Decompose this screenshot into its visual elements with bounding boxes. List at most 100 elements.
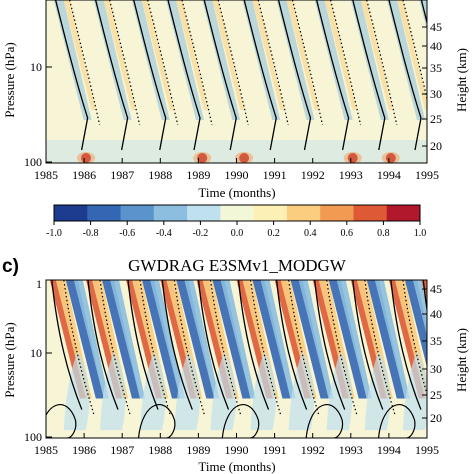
colorbar-swatch — [87, 205, 122, 221]
y-tick-label: 100 — [24, 155, 42, 169]
x-tick-label: 1985 — [34, 443, 58, 457]
y-axis-right-top: 20 25 30 35 40 45 — [422, 20, 442, 153]
y-tick-label-right: 35 — [430, 334, 442, 348]
contour-solid — [277, 0, 312, 151]
panel-c: c) GWDRAG E3SMv1_MODGW 1985 1986 1987 1988 1… — [2, 256, 469, 474]
contour-solid — [221, 404, 260, 438]
field-band — [324, 0, 357, 110]
y-tick-label: 100 — [24, 430, 42, 444]
field-band — [374, 280, 410, 399]
colorbar-tick-label: -0.8 — [83, 228, 99, 239]
contour-solid — [305, 404, 344, 438]
colorbar-swatch — [220, 205, 255, 221]
x-tick-label: 1992 — [301, 443, 325, 457]
x-tick-label: 1994 — [377, 443, 401, 457]
field-band — [142, 280, 181, 399]
y-axis-label-right: Height (km) — [454, 48, 469, 112]
y-axis-label-right: Height (km) — [454, 328, 469, 392]
contours-top — [54, 0, 427, 151]
y-tick-label: 10 — [30, 346, 42, 360]
field-band — [141, 0, 174, 110]
x-tick-label: 1988 — [148, 443, 172, 457]
contour-solid — [275, 280, 308, 410]
contour-solid — [127, 280, 159, 410]
x-tick-label: 1986 — [72, 443, 96, 457]
colorbar-swatch — [253, 205, 288, 221]
colorbar-swatch — [353, 205, 388, 221]
contour-solid — [377, 404, 416, 438]
field-band — [290, 280, 329, 399]
colorbar-tick-label: 0.8 — [377, 228, 390, 239]
x-axis-label: Time (months) — [198, 459, 275, 474]
colorbar: -1.0 -0.8 -0.6 -0.4 -0.2 0.0 0.2 0.4 0.6 0.8 1.0 — [46, 204, 426, 239]
colorbar-tick-label: 0.0 — [231, 228, 244, 239]
x-tick-label: 1988 — [148, 168, 172, 182]
y-tick-label-right: 20 — [430, 411, 442, 425]
field-band — [150, 280, 186, 399]
field-band — [73, 280, 109, 399]
colorbar-swatch — [286, 205, 321, 221]
field-band — [210, 351, 237, 431]
x-tick-label: 1991 — [263, 168, 287, 182]
y-tick-label: 1 — [36, 277, 42, 291]
x-tick-label: 1995 — [415, 168, 439, 182]
contour-solid — [203, 0, 237, 151]
y-axis-label: Pressure (hPa) — [2, 322, 17, 397]
contours-c — [46, 280, 427, 438]
field-spot — [235, 152, 254, 163]
contour-solid — [390, 280, 422, 410]
y-tick-label-right: 20 — [430, 139, 442, 153]
field-band — [140, 351, 166, 431]
contour-solid — [422, 280, 427, 314]
field-band — [184, 280, 220, 399]
x-tick-label: 1989 — [186, 443, 210, 457]
colorbar-ticks: -1.0 -0.8 -0.6 -0.4 -0.2 0.0 0.2 0.4 0.6 0.8 1.0 — [46, 221, 426, 239]
contour-solid — [197, 280, 230, 410]
y-tick-label-right: 45 — [430, 282, 442, 296]
field-spot — [193, 152, 212, 163]
field-band — [366, 280, 405, 399]
field-band — [364, 351, 391, 431]
contour-solid — [137, 404, 176, 438]
x-tick-label: 1987 — [110, 443, 134, 457]
colorbar-swatch — [187, 205, 221, 221]
y-tick-label-right: 40 — [430, 307, 442, 321]
field-band — [176, 280, 215, 399]
y-tick-label-right: 25 — [430, 112, 442, 126]
contour-solid — [87, 280, 119, 410]
x-tick-label: 1989 — [186, 168, 210, 182]
panel-label: c) — [2, 256, 19, 277]
field-band — [212, 280, 251, 399]
field-band — [176, 0, 209, 110]
contour-solid — [167, 0, 201, 151]
x-tick-label: 1992 — [301, 168, 325, 182]
x-tick-label: 1993 — [339, 443, 363, 457]
field-band — [102, 280, 141, 399]
field-band — [65, 280, 104, 399]
field-band — [100, 351, 126, 431]
contour-solid — [54, 0, 89, 151]
x-axis-label: Time (months) — [198, 185, 275, 200]
contour-solid — [237, 280, 270, 410]
x-tick-label: 1987 — [110, 168, 134, 182]
field-band — [336, 280, 372, 399]
field-band — [252, 0, 285, 110]
contour-solid — [243, 0, 277, 151]
x-tick-label: 1985 — [34, 168, 58, 182]
contour-solid — [51, 280, 83, 410]
contour-solid — [352, 0, 386, 151]
field-band — [288, 351, 315, 431]
y-axis-right-c: 20 25 30 35 40 45 — [422, 282, 442, 425]
field-band — [103, 0, 136, 110]
x-tick-label: 1991 — [263, 443, 287, 457]
x-axis-top: 1985 1986 1987 1988 1989 1990 1991 1992 1993 1994… — [34, 158, 439, 182]
contour-solid — [388, 0, 422, 151]
field-band — [328, 280, 367, 399]
contour-solid — [315, 0, 350, 151]
field-band — [298, 280, 334, 399]
x-tick-label: 1990 — [225, 443, 249, 457]
contour-solid — [133, 0, 167, 151]
colorbar-swatches — [54, 205, 421, 221]
colorbar-tick-label: 0.4 — [304, 228, 317, 239]
field-band — [220, 280, 256, 399]
